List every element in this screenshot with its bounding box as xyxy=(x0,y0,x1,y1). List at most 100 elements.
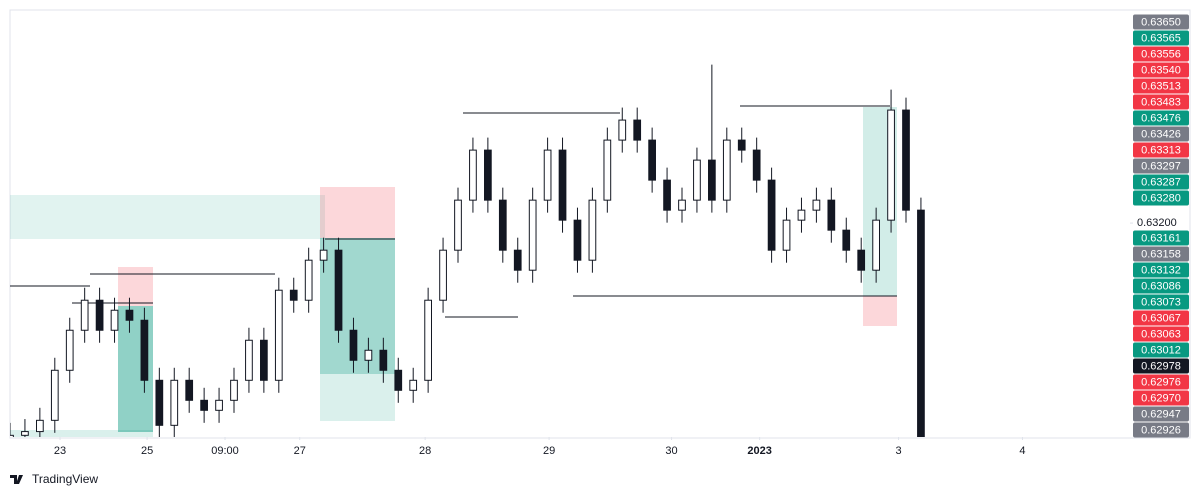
price-badge xyxy=(1133,110,1189,126)
candle-body xyxy=(304,259,313,301)
stop-zone xyxy=(320,187,395,238)
price-badge-label: 0.63280 xyxy=(1141,192,1181,204)
candle-body xyxy=(394,369,403,391)
candle-body xyxy=(215,399,223,411)
candle-body xyxy=(618,119,627,141)
candle-body xyxy=(424,299,432,381)
price-badge xyxy=(1133,310,1189,326)
candle-body xyxy=(872,219,880,271)
x-tick-label: 4 xyxy=(1019,445,1025,457)
price-badge xyxy=(1133,390,1189,406)
candle-body xyxy=(80,299,89,331)
candle-body xyxy=(633,119,642,141)
price-badge xyxy=(1133,190,1189,206)
drawings xyxy=(10,105,897,437)
price-badge-label: 0.63426 xyxy=(1141,128,1181,140)
candle-body xyxy=(588,199,597,261)
price-badge-label: 0.63063 xyxy=(1141,328,1181,340)
price-badge xyxy=(1133,174,1189,190)
logo: TradingView xyxy=(10,472,98,486)
candle-body xyxy=(558,149,567,221)
candle-body xyxy=(917,209,925,437)
price-badge xyxy=(1133,358,1189,374)
x-tick-label: 29 xyxy=(543,445,555,457)
price-badge xyxy=(1133,158,1189,174)
price-badge-label: 0.62926 xyxy=(1141,424,1181,436)
price-badge xyxy=(1133,14,1189,30)
price-badge-label: 0.63565 xyxy=(1141,32,1181,44)
candle-body xyxy=(230,379,238,401)
price-badge xyxy=(1133,278,1189,294)
x-tick-label: 23 xyxy=(54,445,66,457)
candle-body xyxy=(827,199,836,231)
candle-body xyxy=(767,179,776,251)
candle-body xyxy=(857,249,866,271)
candle-body xyxy=(887,109,895,221)
candle-body xyxy=(663,179,671,211)
candle-body xyxy=(737,139,746,151)
brand: TradingView xyxy=(32,472,98,486)
candle-body xyxy=(379,349,388,371)
candle-body xyxy=(200,399,208,411)
price-badge xyxy=(1133,230,1189,246)
candle-body xyxy=(469,149,477,201)
target-zone xyxy=(320,374,395,421)
price-badge-label: 0.63161 xyxy=(1141,232,1181,244)
logo-mark xyxy=(10,475,23,484)
price-badge-label: 0.63650 xyxy=(1141,16,1181,28)
zone xyxy=(10,430,153,437)
price-badge xyxy=(1133,30,1189,46)
candle-body xyxy=(185,379,194,401)
x-tick-label: 3 xyxy=(895,445,901,457)
candle-body xyxy=(349,329,358,361)
candle-body xyxy=(782,219,791,251)
candle-body xyxy=(693,159,701,201)
candle-body xyxy=(543,149,552,201)
price-badge-label: 0.63073 xyxy=(1141,296,1181,308)
candle-body xyxy=(364,349,373,361)
price-badge xyxy=(1133,62,1189,78)
zone xyxy=(10,195,325,239)
price-badge-label: 0.63086 xyxy=(1141,280,1181,292)
price-badge xyxy=(1133,142,1189,158)
candle-body xyxy=(170,379,179,426)
candle-body xyxy=(125,309,134,321)
price-badge xyxy=(1133,262,1189,278)
candle-body xyxy=(245,339,253,381)
price-badge-label: 0.63158 xyxy=(1141,248,1181,260)
candle-body xyxy=(95,299,104,331)
x-tick-label: 30 xyxy=(665,445,677,457)
candle-body xyxy=(110,309,119,331)
candle-body xyxy=(752,149,761,181)
price-badge-label: 0.63556 xyxy=(1141,48,1181,60)
price-badge xyxy=(1133,374,1189,390)
candle-body xyxy=(722,139,731,201)
price-badge-label: 0.63287 xyxy=(1141,176,1181,188)
candle-body xyxy=(65,329,74,371)
candle-body xyxy=(274,289,283,381)
candle-body xyxy=(260,339,268,381)
candle-body xyxy=(155,379,164,426)
price-badge xyxy=(1133,342,1189,358)
price-badge xyxy=(1133,422,1189,438)
candle-body xyxy=(648,139,656,181)
candle-body xyxy=(603,139,612,201)
candle-body xyxy=(21,431,29,436)
candle-body xyxy=(498,199,507,251)
candle-body xyxy=(409,379,418,391)
candle-body xyxy=(454,199,462,251)
price-badge-label: 0.63132 xyxy=(1141,264,1181,276)
candle-body xyxy=(50,369,59,421)
candle-body xyxy=(10,434,14,437)
candle-body xyxy=(319,249,328,261)
price-badge-label: 0.63483 xyxy=(1141,96,1181,108)
candle-body xyxy=(513,249,522,271)
candle-body xyxy=(573,219,582,261)
candle-body xyxy=(36,419,44,433)
candle-body xyxy=(528,199,537,271)
price-badge-label: 0.63540 xyxy=(1141,64,1181,76)
price-badge-label: 0.63067 xyxy=(1141,312,1181,324)
candle-body xyxy=(484,149,492,201)
levels xyxy=(10,105,897,318)
